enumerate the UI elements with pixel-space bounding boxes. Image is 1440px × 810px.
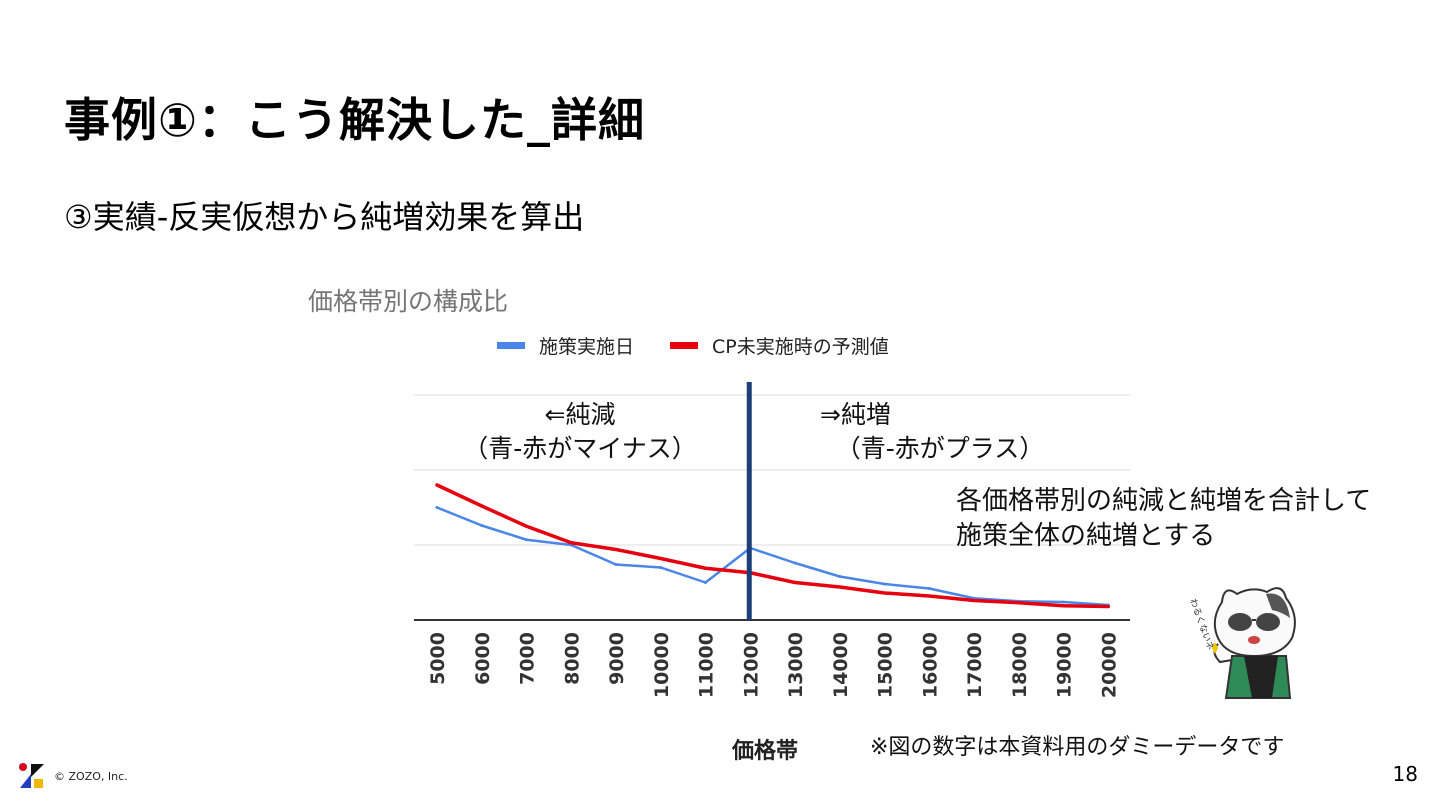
series-0-point-7000 <box>525 538 528 542</box>
x-tick-label-16000: 16000 <box>919 632 941 698</box>
footer: © ZOZO, Inc. <box>18 762 128 790</box>
legend-label-red: CP未実施時の予測値 <box>712 336 889 358</box>
series-1-point-8000 <box>569 541 573 545</box>
series-0-point-13000 <box>793 561 797 565</box>
series-1-point-9000 <box>614 548 618 551</box>
chart-legend: 施策実施日 CP未実施時の予測値 <box>497 332 911 359</box>
slide-title: 事例①：こう解決した_詳細 <box>64 93 645 147</box>
annotation-net-decrease-line2: （青-赤がマイナス） <box>463 434 697 463</box>
slide-subtitle: ③実績-反実仮想から純増効果を算出 <box>64 198 585 236</box>
x-tick-label-8000: 8000 <box>561 632 583 685</box>
legend-swatch-blue <box>497 342 525 349</box>
summary-line1: 各価格帯別の純減と純増を合計して <box>956 486 1372 516</box>
series-0-point-5000 <box>435 506 439 509</box>
series-0-point-14000 <box>838 575 842 578</box>
series-0-point-11000 <box>704 581 707 584</box>
summary-line2: 施策全体の純増とする <box>956 521 1216 551</box>
series-1-point-14000 <box>838 585 842 589</box>
x-tick-label-12000: 12000 <box>740 632 762 698</box>
x-tick-label-11000: 11000 <box>696 632 718 698</box>
x-tick-label-15000: 15000 <box>875 632 897 698</box>
x-tick-label-5000: 5000 <box>427 632 449 685</box>
x-tick-label-18000: 18000 <box>1009 632 1031 698</box>
legend-item-red: CP未実施時の予測値 <box>670 332 889 359</box>
series-0-point-15000 <box>883 582 886 586</box>
summary-text: 各価格帯別の純減と純増を合計して 施策全体の純増とする <box>956 484 1371 554</box>
series-line-0 <box>435 506 1110 607</box>
copyright-text: © ZOZO, Inc. <box>54 769 128 783</box>
series-1-point-10000 <box>659 557 663 560</box>
series-0-point-16000 <box>927 587 931 590</box>
zozo-logo-icon <box>19 763 44 788</box>
series-line-1 <box>435 483 1110 609</box>
cat-mascot-illustration: わるくないネ <box>1187 587 1296 699</box>
mascot-caption: わるくないネ <box>1187 597 1216 652</box>
x-tick-label-9000: 9000 <box>606 632 628 685</box>
legend-item-blue: 施策実施日 <box>497 332 634 359</box>
annotation-net-decrease-line1: ⇐純減 <box>544 400 616 429</box>
series-1-point-7000 <box>525 524 528 528</box>
series-1-point-15000 <box>883 591 886 595</box>
series-1-point-6000 <box>480 504 484 508</box>
annotation-net-decrease: ⇐純減 （青-赤がマイナス） <box>440 398 720 466</box>
series-1-point-16000 <box>927 594 931 598</box>
x-tick-label-13000: 13000 <box>785 632 807 698</box>
x-tick-label-20000: 20000 <box>1098 632 1120 698</box>
series-0-point-10000 <box>659 566 663 569</box>
chart-title: 価格帯別の構成比 <box>308 287 509 316</box>
x-tick-label-17000: 17000 <box>964 632 986 698</box>
annotation-net-increase-line2: （青-赤がプラス） <box>835 434 1045 463</box>
series-1-point-11000 <box>704 566 707 570</box>
series-0-point-6000 <box>480 524 484 527</box>
legend-swatch-red <box>670 342 699 349</box>
page-number: 18 <box>1392 762 1418 786</box>
x-tick-label-6000: 6000 <box>472 632 494 685</box>
series-1-point-18000 <box>1017 601 1021 605</box>
series-0-point-9000 <box>614 563 618 566</box>
x-tick-label-10000: 10000 <box>651 632 673 698</box>
x-tick-label-19000: 19000 <box>1054 632 1076 698</box>
x-tick-label-14000: 14000 <box>830 632 852 698</box>
annotation-net-increase-line1: ⇒純増 <box>820 400 891 429</box>
series-1-point-5000 <box>435 483 439 487</box>
annotation-net-increase: ⇒純増 （青-赤がプラス） <box>820 398 1060 466</box>
footnote: ※図の数字は本資料用のダミーデータです <box>870 735 1285 760</box>
x-tick-label-7000: 7000 <box>517 632 539 685</box>
series-1-point-13000 <box>793 581 797 584</box>
x-axis-label: 価格帯 <box>732 739 799 764</box>
series-1-point-20000 <box>1106 605 1110 608</box>
series-0-point-19000 <box>1062 600 1065 604</box>
series-1-point-17000 <box>972 599 976 602</box>
legend-label-blue: 施策実施日 <box>539 336 635 358</box>
series-1-point-19000 <box>1062 604 1065 608</box>
